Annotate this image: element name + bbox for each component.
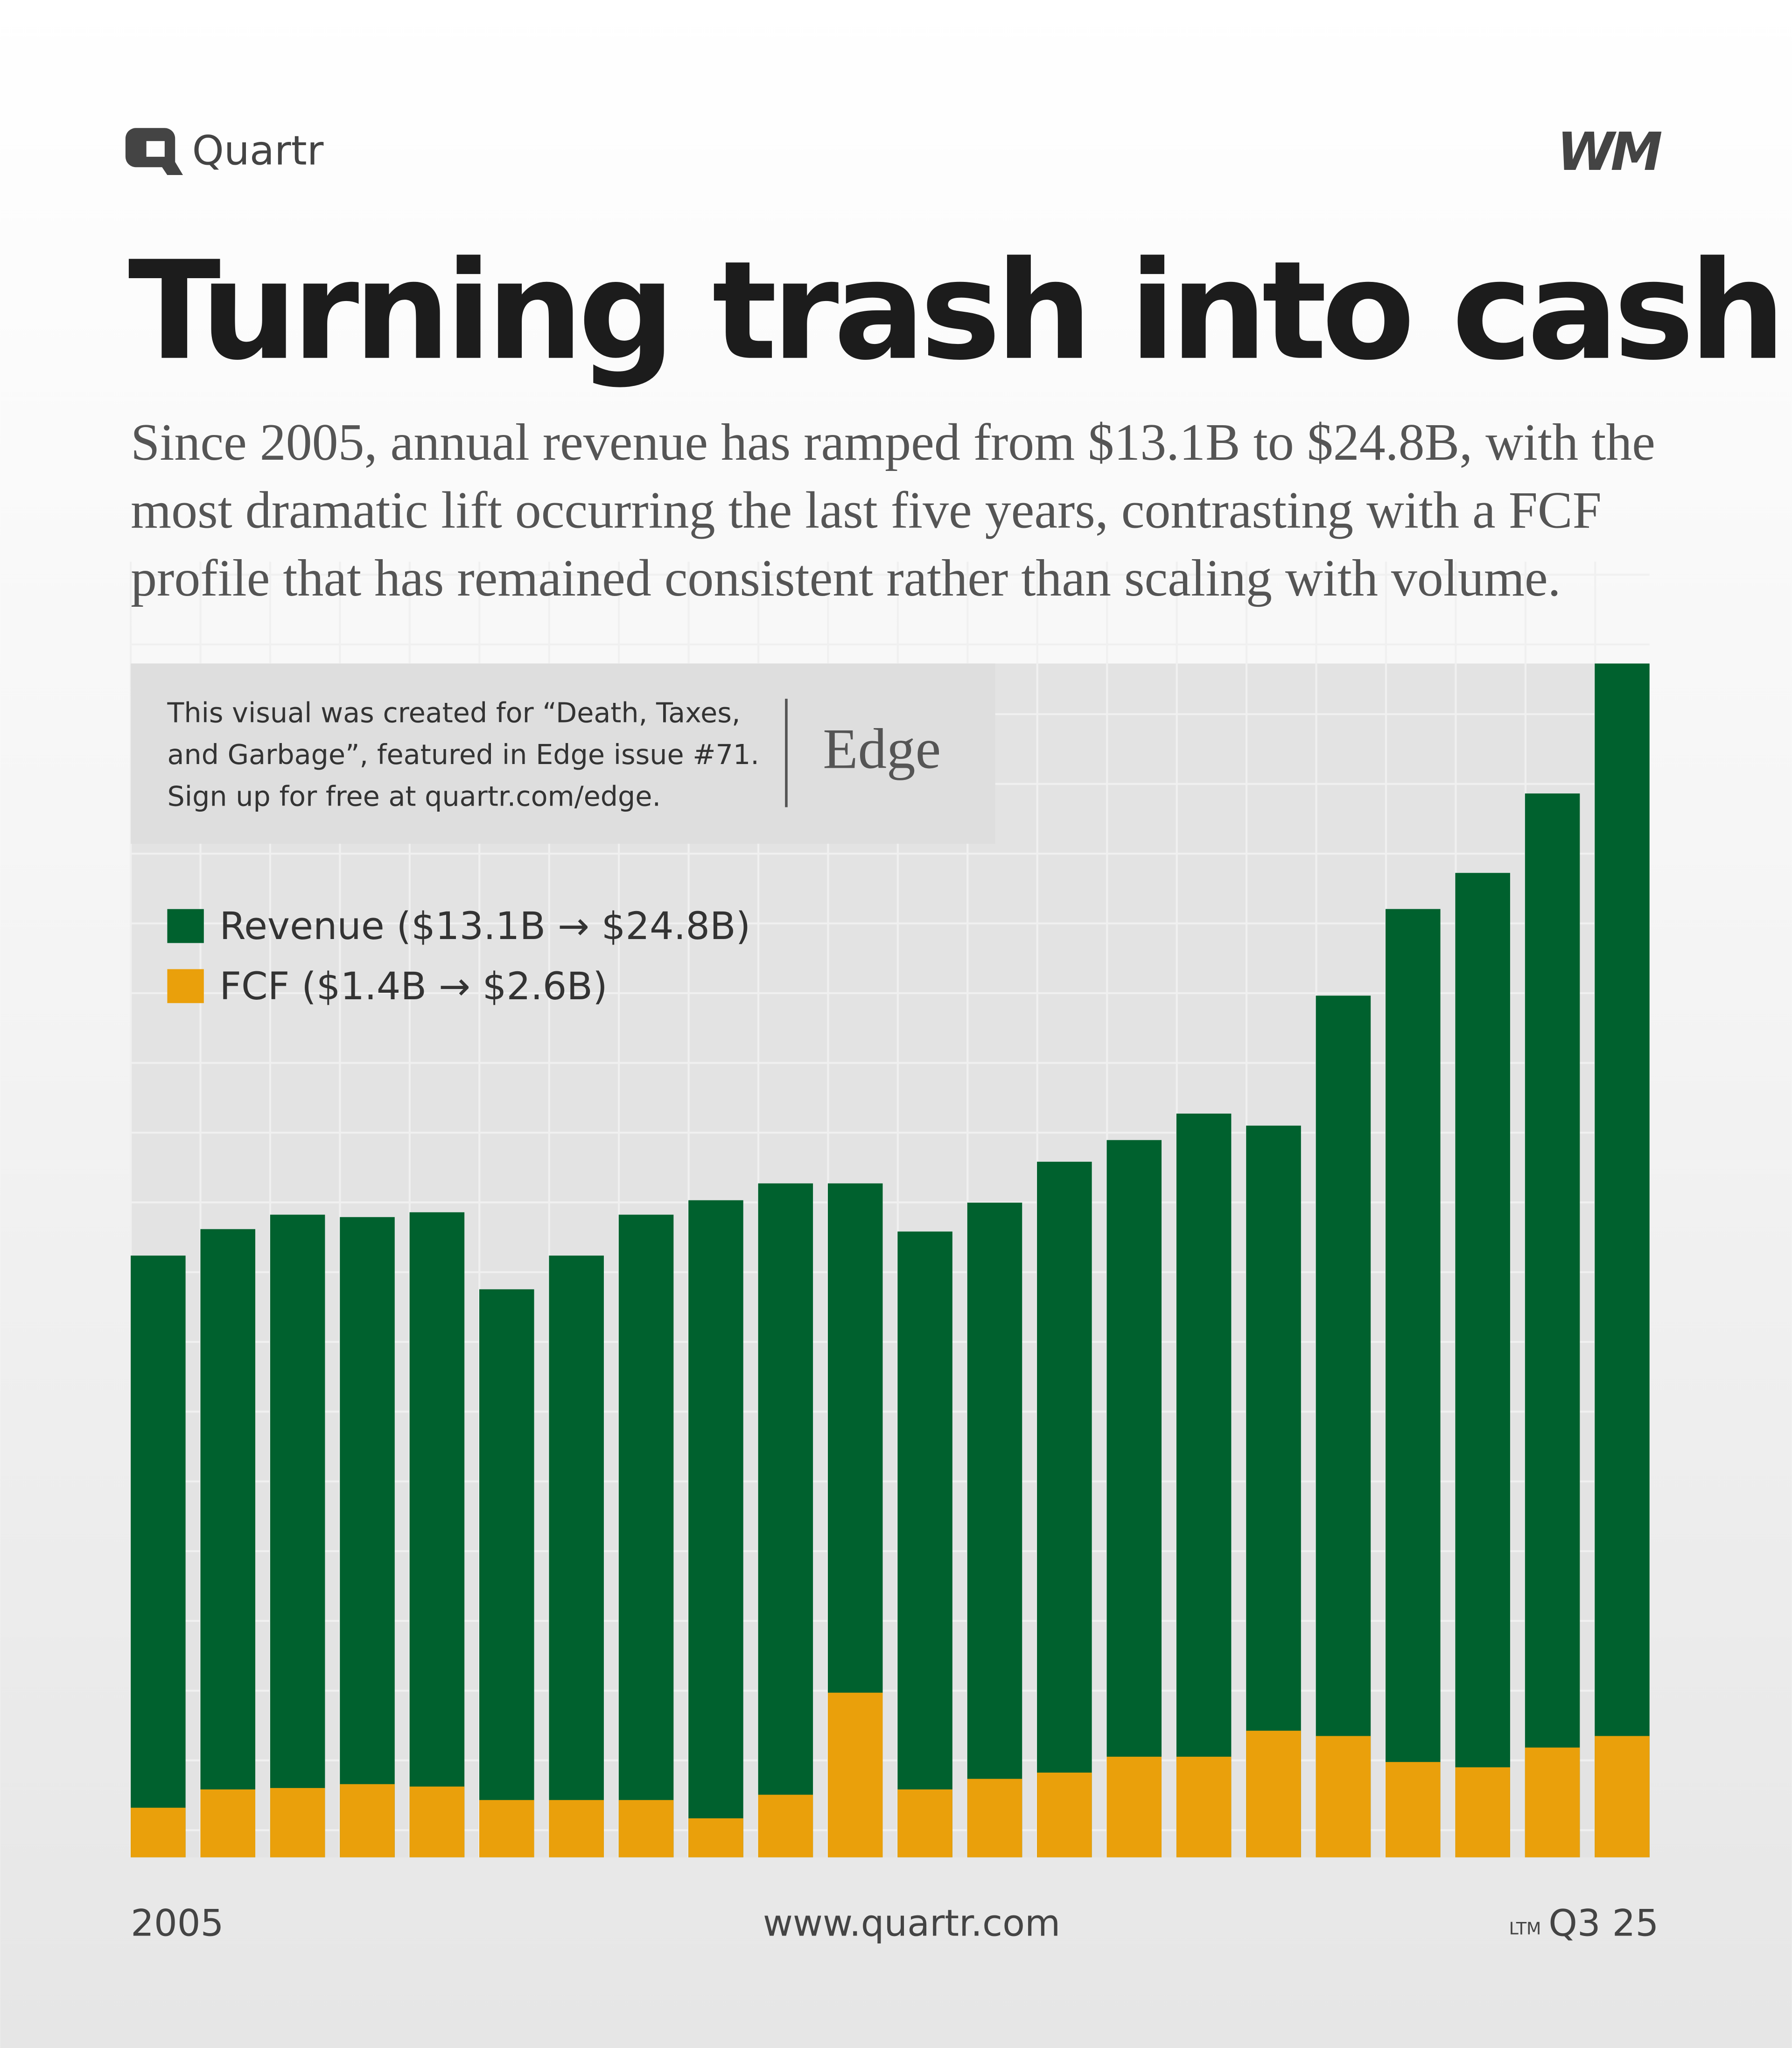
bar	[688, 1200, 743, 1858]
chart: Revenue ($13.1B → $24.8B) FCF ($1.4B → $2…	[131, 663, 1650, 1858]
legend-swatch	[167, 969, 204, 1003]
bar	[1525, 793, 1580, 1858]
bar	[1246, 1731, 1301, 1858]
bar	[1037, 1772, 1092, 1858]
bar	[1106, 1756, 1162, 1858]
legend-label: Revenue ($13.1B → $24.8B)	[219, 905, 750, 948]
note-logo: Edge	[823, 717, 941, 781]
subtitle-line: Since 2005, annual revenue has ramped fr…	[131, 414, 1655, 471]
bar	[967, 1779, 1022, 1858]
bar	[1316, 1736, 1371, 1858]
bar	[618, 1800, 674, 1858]
bar	[270, 1214, 325, 1858]
note-line: Sign up for free at quartr.com/edge.	[167, 780, 661, 813]
bar	[1176, 1756, 1232, 1858]
partner-logo: WM	[1557, 122, 1662, 182]
bar	[1455, 1767, 1510, 1858]
bar	[967, 1202, 1022, 1858]
bar	[758, 1183, 813, 1858]
bar	[340, 1217, 395, 1858]
bar	[618, 1214, 674, 1858]
bar	[827, 1692, 883, 1858]
x-tick-label: Q3 25	[1548, 1902, 1659, 1944]
bar	[1176, 1113, 1232, 1858]
bar	[897, 1231, 952, 1858]
footer-url: www.quartr.com	[763, 1902, 1060, 1944]
brand-icon	[125, 128, 183, 175]
brand-name: Quartr	[192, 127, 324, 175]
note-box	[131, 663, 995, 844]
bar	[897, 1789, 952, 1858]
bar	[758, 1795, 813, 1858]
bar	[200, 1789, 256, 1858]
bar	[479, 1800, 534, 1858]
note: This visual was created for “Death, Taxe…	[167, 697, 759, 813]
subtitle-line: most dramatic lift occurring the last fi…	[131, 482, 1602, 540]
x-tick-label: 2005	[131, 1902, 224, 1944]
bar	[1316, 996, 1371, 1858]
legend-label: FCF ($1.4B → $2.6B)	[219, 965, 607, 1009]
last-category-note: LTM	[1509, 1919, 1541, 1939]
bar	[1595, 1736, 1650, 1858]
bar	[340, 1784, 395, 1858]
bar	[200, 1229, 256, 1858]
bar	[479, 1289, 534, 1858]
subtitle: Since 2005, annual revenue has ramped fr…	[131, 414, 1655, 607]
note-line: This visual was created for “Death, Taxe…	[167, 697, 740, 729]
bar	[1386, 1762, 1441, 1858]
bar	[688, 1818, 743, 1858]
bar	[409, 1212, 465, 1858]
bar	[409, 1786, 465, 1858]
bar	[270, 1788, 325, 1858]
bar	[1037, 1162, 1092, 1858]
legend-swatch	[167, 909, 204, 943]
bar	[131, 1255, 186, 1858]
bar	[549, 1800, 604, 1858]
bar	[131, 1808, 186, 1858]
title: Turning trash into cash	[128, 232, 1781, 390]
bar	[1455, 873, 1510, 1858]
bar	[1595, 663, 1650, 1858]
subtitle-line: profile that has remained consistent rat…	[131, 549, 1561, 607]
bar	[1525, 1747, 1580, 1858]
bar	[549, 1255, 604, 1858]
bar	[1386, 909, 1441, 1858]
note-line: and Garbage”, featured in Edge issue #71…	[167, 738, 759, 771]
bar	[1106, 1140, 1162, 1858]
